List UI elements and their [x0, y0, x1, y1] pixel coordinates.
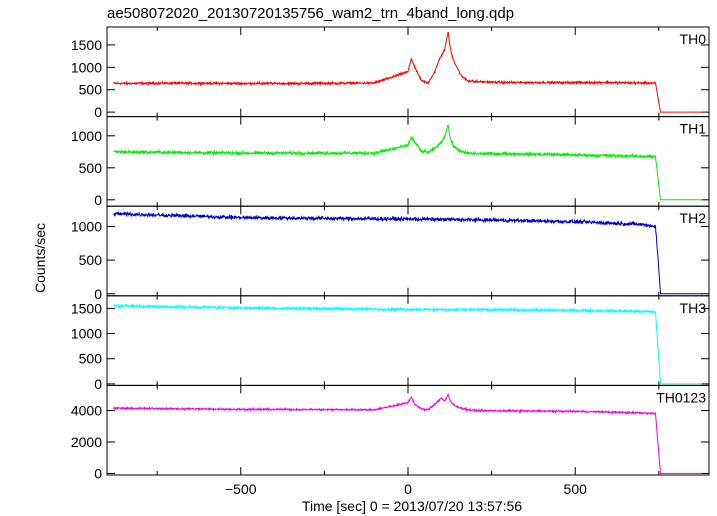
panel-stack: 0 500 1000 1500 TH0 0 500 1000 TH1 0 500 1000 TH2 0 50… [71, 26, 710, 481]
panel-label: TH2 [680, 210, 707, 226]
x-tick-label: −500 [225, 481, 257, 497]
series-th3-line [113, 302, 703, 385]
panel-label: TH3 [680, 300, 707, 316]
y-tick-label: 500 [79, 252, 103, 268]
x-tick-label: 0 [404, 481, 412, 497]
panel-frame [106, 384, 710, 476]
y-tick-label: 0 [94, 104, 102, 120]
panel-th0: 0 500 1000 1500 TH0 [71, 26, 710, 120]
panel-frame [106, 116, 710, 207]
x-axis: −500 0 500 [225, 481, 587, 497]
y-tick-label: 1000 [71, 128, 102, 144]
y-tick-label: 1500 [71, 300, 102, 316]
y-tick-label: 1000 [71, 326, 102, 342]
series-th0-line [113, 31, 703, 113]
panel-th2: 0 500 1000 TH2 [71, 205, 710, 302]
chart-title: ae508072020_20130720135756_wam2_trn_4ban… [107, 5, 514, 22]
y-tick-label: 500 [79, 160, 103, 176]
panel-label: TH0123 [656, 389, 706, 405]
y-tick-label: 500 [79, 82, 103, 98]
panel-th1: 0 500 1000 TH1 [71, 116, 710, 208]
y-tick-label: 2000 [71, 434, 102, 450]
series-th0123-line [113, 392, 703, 474]
series-th2-line [113, 210, 703, 295]
y-tick-label: 500 [79, 351, 103, 367]
x-axis-label: Time [sec] 0 = 2013/07/20 13:57:56 [302, 498, 522, 514]
y-axis-label: Counts/sec [32, 223, 48, 293]
y-tick-label: 0 [94, 465, 102, 481]
panel-th3: 0 500 1000 1500 TH3 [71, 295, 710, 392]
panel-th0123: 0 2000 4000 TH0123 [71, 384, 710, 481]
y-tick-label: 0 [94, 376, 102, 392]
y-tick-label: 4000 [71, 403, 102, 419]
y-tick-label: 1000 [71, 59, 102, 75]
series-th1-line [113, 124, 703, 201]
x-tick-label: 500 [564, 481, 588, 497]
y-tick-label: 1000 [71, 218, 102, 234]
y-tick-label: 1500 [71, 37, 102, 53]
y-tick-label: 0 [94, 286, 102, 302]
y-tick-label: 0 [94, 192, 102, 208]
panel-label: TH0 [680, 31, 707, 47]
panel-label: TH1 [680, 121, 707, 137]
